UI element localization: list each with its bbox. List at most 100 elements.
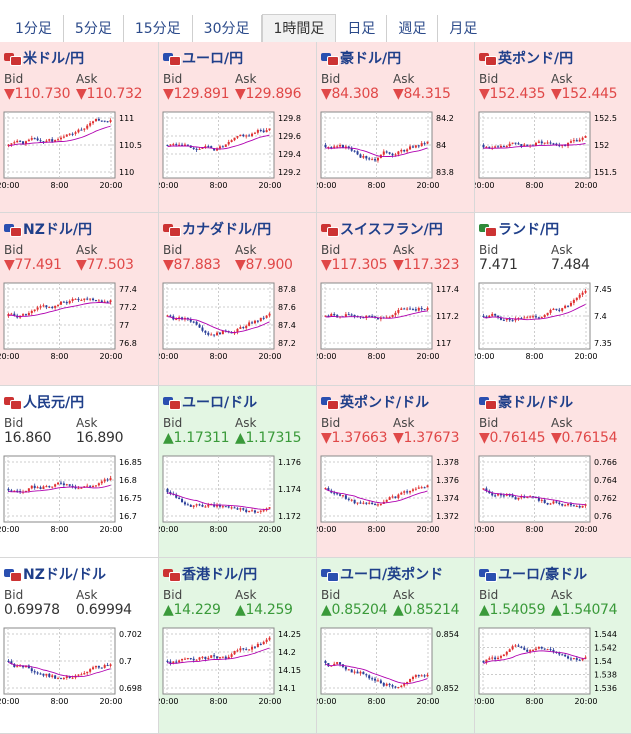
rate-card[interactable]: ユーロ/豪ドル Bid Ask ▲1.54059 ▲1.54074 1.544 1.542 1… bbox=[475, 558, 631, 734]
pair-title[interactable]: スイスフラン/円 bbox=[321, 219, 443, 239]
candle-body bbox=[106, 301, 109, 303]
price-chart[interactable]: 7.45 7.4 7.35 20:00 8:00 20:00 bbox=[475, 277, 631, 381]
tab-7[interactable]: 月足 bbox=[449, 21, 478, 37]
candle-body bbox=[7, 661, 10, 662]
pair-title[interactable]: ランド/円 bbox=[479, 219, 559, 239]
pair-title[interactable]: ユーロ/円 bbox=[163, 48, 243, 68]
price-chart[interactable]: 1.378 1.376 1.374 1.372 20:00 8:00 20:00 bbox=[317, 450, 474, 554]
candle-body bbox=[89, 485, 92, 487]
candle-body bbox=[333, 663, 336, 666]
tab-2[interactable]: 15分足 bbox=[124, 15, 193, 43]
candle-body bbox=[417, 675, 420, 677]
rate-card[interactable]: 英ポンド/円 Bid Ask ▼152.435 ▼152.445 152.5 152 151.… bbox=[475, 42, 631, 213]
pair-title[interactable]: NZドル/円 bbox=[4, 219, 92, 239]
tab-5[interactable]: 日足 bbox=[336, 15, 388, 43]
price-chart[interactable]: 152.5 152 151.5 20:00 8:00 20:00 bbox=[475, 106, 631, 210]
tab-6[interactable]: 週足 bbox=[387, 15, 439, 43]
rate-card[interactable]: 豪ドル/円 Bid Ask ▼84.308 ▼84.315 84.2 84 83.8 20:00… bbox=[317, 42, 475, 213]
price-chart[interactable]: 117.4 117.2 117 20:00 8:00 20:00 bbox=[317, 277, 474, 381]
y-tick-label: 0.764 bbox=[594, 476, 617, 485]
candle-body bbox=[374, 159, 377, 161]
price-chart[interactable]: 0.766 0.764 0.762 0.76 20:00 8:00 20:00 bbox=[475, 450, 631, 554]
price-chart[interactable]: 84.2 84 83.8 20:00 8:00 20:00 bbox=[317, 106, 474, 210]
price-chart[interactable]: 1.176 1.174 1.172 20:00 8:00 20:00 bbox=[159, 450, 316, 554]
pair-title[interactable]: 豪ドル/円 bbox=[321, 48, 401, 68]
pair-title[interactable]: 人民元/円 bbox=[4, 392, 84, 412]
candle-body bbox=[201, 327, 204, 331]
x-tick-label: 20:00 bbox=[258, 352, 281, 361]
x-tick-label: 8:00 bbox=[210, 352, 228, 361]
moving-average-line bbox=[325, 488, 428, 504]
candle-body bbox=[172, 144, 175, 146]
pair-title[interactable]: 米ドル/円 bbox=[4, 48, 84, 68]
candle-body bbox=[248, 649, 251, 651]
candle-body bbox=[417, 487, 420, 489]
candle-body bbox=[491, 657, 494, 659]
tab-4[interactable]: 1時間足 bbox=[261, 14, 337, 44]
candle-body bbox=[347, 498, 350, 500]
price-chart[interactable]: 16.85 16.8 16.75 16.7 20:00 8:00 20:00 bbox=[0, 450, 157, 554]
y-tick-label: 0.766 bbox=[594, 458, 617, 467]
pair-title[interactable]: 英ポンド/円 bbox=[479, 48, 573, 68]
rate-card[interactable]: ユーロ/英ポンド Bid Ask ▲0.85204 ▲0.85214 0.854 0.852… bbox=[317, 558, 475, 734]
rate-card[interactable]: カナダドル/円 Bid Ask ▼87.883 ▼87.900 87.8 87.6 87.4 8… bbox=[159, 213, 317, 386]
rate-card[interactable]: ランド/円 Bid Ask 7.471 7.484 7.45 7.4 7.35 20:00 8:0… bbox=[475, 213, 631, 386]
pair-title[interactable]: 豪ドル/ドル bbox=[479, 392, 573, 412]
candle-body bbox=[189, 658, 192, 660]
price-chart[interactable]: 77.4 77.2 77 76.8 20:00 8:00 20:00 bbox=[0, 277, 157, 381]
rate-card[interactable]: NZドル/ドル Bid Ask 0.69978 0.69994 0.702 0.7 0.698… bbox=[0, 558, 159, 734]
candle-body bbox=[89, 123, 92, 126]
candle-body bbox=[356, 502, 359, 504]
candle-body bbox=[198, 324, 201, 328]
ask-label: Ask bbox=[235, 588, 257, 602]
pair-name: 米ドル/円 bbox=[23, 51, 85, 67]
rate-card[interactable]: ユーロ/ドル Bid Ask ▲1.17311 ▲1.17315 1.176 1.174 1.… bbox=[159, 386, 317, 558]
candle-body bbox=[192, 321, 195, 323]
tab-1[interactable]: 5分足 bbox=[64, 15, 124, 43]
pair-title[interactable]: カナダドル/円 bbox=[163, 219, 271, 239]
pair-title[interactable]: ユーロ/ドル bbox=[163, 392, 257, 412]
candle-body bbox=[195, 504, 198, 506]
currency-flag-icon bbox=[4, 223, 22, 237]
candle-body bbox=[68, 300, 71, 304]
rate-card[interactable]: 豪ドル/ドル Bid Ask ▼0.76145 ▼0.76154 0.766 0.764 0.… bbox=[475, 386, 631, 558]
rate-card[interactable]: 香港ドル/円 Bid Ask ▲14.229 ▲14.259 14.25 14.2 14.15… bbox=[159, 558, 317, 734]
rate-card[interactable]: 米ドル/円 Bid Ask ▼110.730 ▼110.732 111 110.5 110 20… bbox=[0, 42, 159, 213]
pair-title[interactable]: 英ポンド/ドル bbox=[321, 392, 429, 412]
candle-body bbox=[178, 660, 181, 663]
rate-card[interactable]: 人民元/円 Bid Ask 16.860 16.890 16.85 16.8 16.75 16.… bbox=[0, 386, 159, 558]
currency-flag-icon bbox=[4, 568, 22, 582]
pair-title[interactable]: ユーロ/豪ドル bbox=[479, 564, 587, 584]
pair-title[interactable]: NZドル/ドル bbox=[4, 564, 106, 584]
candle-body bbox=[537, 646, 540, 649]
candle-body bbox=[368, 502, 371, 504]
candle-body bbox=[569, 503, 572, 506]
pair-name: NZドル/ドル bbox=[23, 567, 106, 583]
price-chart[interactable]: 111 110.5 110 20:00 8:00 20:00 bbox=[0, 106, 157, 210]
rate-card[interactable]: NZドル/円 Bid Ask ▼77.491 ▼77.503 77.4 77.2 77 76.8… bbox=[0, 213, 159, 386]
candle-body bbox=[517, 645, 520, 647]
price-chart[interactable]: 87.8 87.6 87.4 87.2 20:00 8:00 20:00 bbox=[159, 277, 316, 381]
price-chart[interactable]: 0.702 0.7 0.698 20:00 8:00 20:00 bbox=[0, 622, 157, 726]
candle-body bbox=[546, 502, 549, 505]
ask-value: ▼152.445 bbox=[551, 86, 618, 102]
price-chart[interactable]: 129.8 129.6 129.4 129.2 20:00 8:00 20:00 bbox=[159, 106, 316, 210]
price-chart[interactable]: 1.544 1.542 1.54 1.538 1.536 20:00 8:00 20:00 bbox=[475, 622, 631, 726]
candle-body bbox=[517, 497, 520, 500]
tab-3[interactable]: 30分足 bbox=[193, 15, 262, 43]
candle-body bbox=[97, 118, 100, 121]
rate-card[interactable]: 英ポンド/ドル Bid Ask ▼1.37663 ▼1.37673 1.378 1.376 1… bbox=[317, 386, 475, 558]
rate-card[interactable]: ユーロ/円 Bid Ask ▼129.891 ▼129.896 129.8 129.6 129… bbox=[159, 42, 317, 213]
candle-body bbox=[388, 683, 391, 686]
pair-title[interactable]: 香港ドル/円 bbox=[163, 564, 257, 584]
candle-body bbox=[51, 486, 54, 488]
candle-body bbox=[227, 656, 230, 659]
tab-0[interactable]: 1分足 bbox=[4, 15, 64, 43]
candle-body bbox=[54, 484, 57, 487]
price-chart[interactable]: 0.854 0.852 20:00 8:00 20:00 bbox=[317, 622, 474, 726]
candle-body bbox=[262, 641, 265, 645]
rate-card[interactable]: スイスフラン/円 Bid Ask ▼117.305 ▼117.323 117.4 117.2… bbox=[317, 213, 475, 386]
pair-title[interactable]: ユーロ/英ポンド bbox=[321, 564, 443, 584]
candle-body bbox=[540, 646, 543, 649]
price-chart[interactable]: 14.25 14.2 14.15 14.1 20:00 8:00 20:00 bbox=[159, 622, 316, 726]
